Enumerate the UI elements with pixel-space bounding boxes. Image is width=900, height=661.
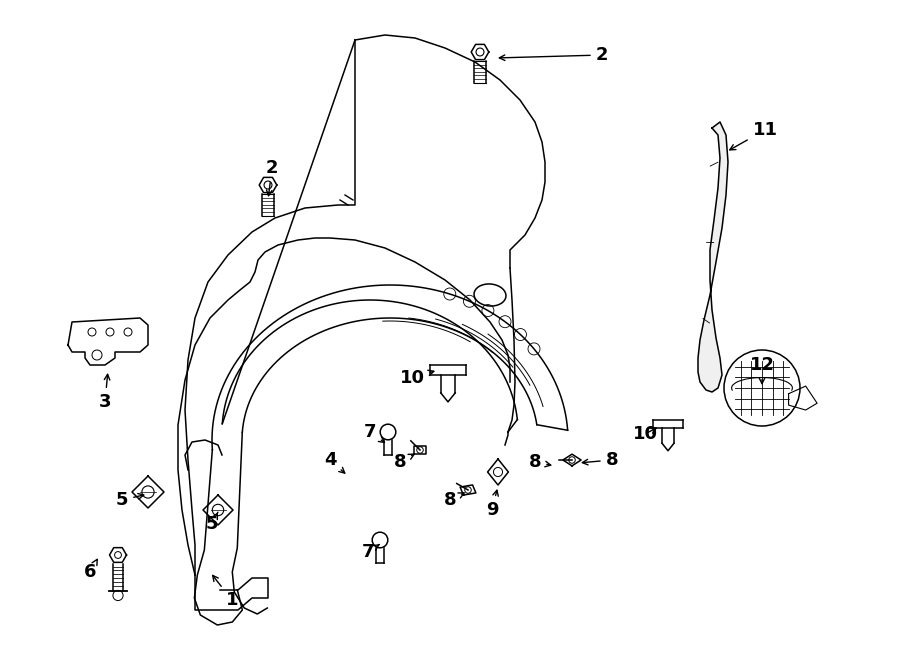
Text: 5: 5 bbox=[206, 512, 218, 533]
Text: 8: 8 bbox=[444, 491, 464, 509]
Text: 6: 6 bbox=[84, 559, 97, 581]
Text: 8: 8 bbox=[528, 453, 551, 471]
Text: 11: 11 bbox=[730, 121, 778, 150]
Text: 1: 1 bbox=[212, 576, 238, 609]
Text: 3: 3 bbox=[99, 374, 112, 411]
Text: 7: 7 bbox=[364, 423, 384, 442]
Polygon shape bbox=[698, 122, 728, 392]
Text: 8: 8 bbox=[582, 451, 618, 469]
Text: 5: 5 bbox=[116, 491, 144, 509]
Text: 8: 8 bbox=[393, 453, 414, 471]
Text: 10: 10 bbox=[400, 369, 434, 387]
Text: 4: 4 bbox=[324, 451, 345, 473]
Text: 12: 12 bbox=[750, 356, 775, 383]
Text: 7: 7 bbox=[362, 543, 380, 561]
Text: 2: 2 bbox=[500, 46, 608, 64]
Text: 10: 10 bbox=[633, 425, 658, 443]
Text: 2: 2 bbox=[266, 159, 278, 196]
Text: 9: 9 bbox=[486, 490, 499, 519]
